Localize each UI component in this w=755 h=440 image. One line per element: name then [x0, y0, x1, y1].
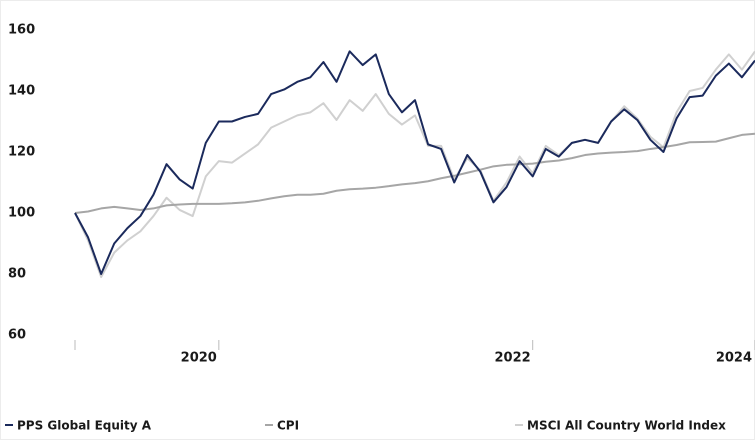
- x-tick-label: 2024: [716, 351, 752, 366]
- y-tick-label: 140: [8, 84, 35, 99]
- legend-label: CPI: [277, 419, 299, 433]
- y-tick-label: 100: [8, 206, 35, 221]
- x-tick-label: 2022: [495, 351, 531, 366]
- series-line: [74, 132, 755, 214]
- series-line: [74, 50, 755, 279]
- y-tick-label: 120: [8, 145, 35, 160]
- series-line: [74, 50, 755, 275]
- y-tick-label: 160: [8, 23, 35, 38]
- legend-label: PPS Global Equity A: [17, 419, 152, 433]
- y-tick-label: 80: [8, 267, 26, 282]
- y-tick-label: 60: [8, 328, 26, 343]
- x-tick-label: 2020: [181, 351, 217, 366]
- legend-label: MSCI All Country World Index: [527, 419, 726, 433]
